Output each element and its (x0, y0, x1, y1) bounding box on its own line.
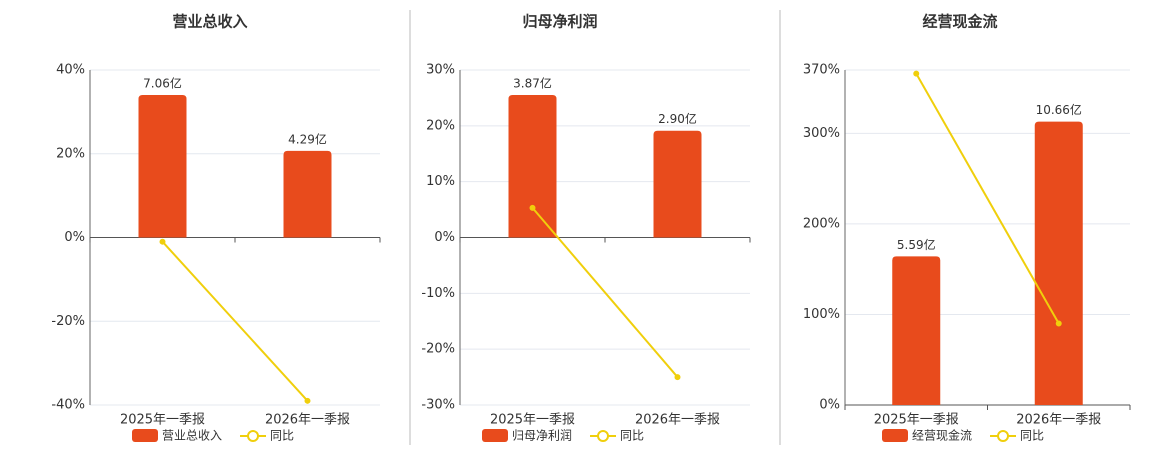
legend-marker (597, 430, 610, 442)
y-tick-label: 0% (819, 398, 840, 413)
y-tick-label: -30% (421, 398, 455, 413)
legend-swatch (132, 429, 158, 442)
x-tick-label: 2026年一季报 (265, 413, 350, 428)
value-label: 2.90亿 (658, 111, 697, 126)
value-label: 7.06亿 (143, 76, 182, 91)
y-tick-label: -20% (421, 342, 455, 357)
bar (1034, 121, 1083, 405)
y-tick-label: 20% (426, 118, 455, 133)
bar (892, 256, 941, 405)
chart-title: 归母净利润 (522, 13, 597, 31)
legend-label: 归母净利润 (512, 429, 572, 443)
line-point (304, 397, 311, 404)
chart-title: 经营现金流 (922, 13, 997, 31)
y-tick-label: -20% (51, 314, 85, 329)
line (531, 207, 679, 378)
bar (138, 95, 187, 238)
x-tick-label: 2025年一季报 (120, 413, 205, 428)
value-label: 10.66亿 (1036, 102, 1082, 117)
value-label: 4.29亿 (288, 131, 327, 146)
legend-label: 同比 (1020, 429, 1044, 443)
x-tick-label: 2026年一季报 (1016, 413, 1101, 428)
line (915, 73, 1060, 325)
bar (508, 95, 557, 238)
legend-marker (997, 430, 1010, 442)
y-tick-label: 370% (803, 63, 840, 78)
legend-swatch (482, 429, 508, 442)
y-tick-label: -40% (51, 398, 85, 413)
y-tick-label: -10% (421, 286, 455, 301)
value-label: 5.59亿 (897, 237, 936, 252)
y-tick-label: 10% (426, 174, 455, 189)
y-tick-label: 300% (803, 126, 840, 141)
line-point (674, 374, 681, 381)
legend-label: 同比 (270, 429, 294, 443)
y-tick-label: 100% (803, 307, 840, 322)
bar (653, 130, 702, 238)
legend-label: 营业总收入 (162, 429, 222, 443)
y-tick-label: 40% (56, 63, 85, 78)
legend-marker (247, 430, 260, 442)
line-point (529, 204, 536, 211)
legend-label: 同比 (620, 429, 644, 443)
legend-swatch (882, 429, 908, 442)
y-tick-label: 20% (56, 146, 85, 161)
line (161, 241, 309, 402)
line-point (913, 70, 920, 77)
y-tick-label: 200% (803, 216, 840, 231)
line-point (159, 238, 166, 245)
legend-label: 经营现金流 (912, 428, 972, 443)
y-tick-label: 0% (434, 230, 455, 245)
y-tick-label: 30% (426, 63, 455, 78)
x-tick-label: 2025年一季报 (490, 413, 575, 428)
bar (283, 150, 332, 238)
x-tick-label: 2026年一季报 (635, 413, 720, 428)
value-label: 3.87亿 (513, 76, 552, 91)
y-tick-label: 0% (64, 230, 85, 245)
line-point (1055, 320, 1062, 327)
x-tick-label: 2025年一季报 (874, 413, 959, 428)
chart-title: 营业总收入 (172, 13, 247, 31)
